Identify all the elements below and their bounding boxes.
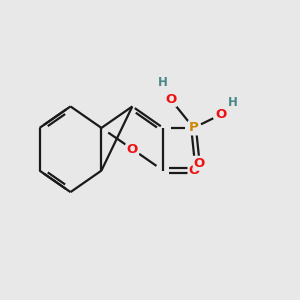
Text: O: O [165, 93, 176, 106]
Text: O: O [188, 164, 200, 177]
Text: H: H [228, 96, 238, 110]
Text: H: H [158, 76, 168, 89]
Text: O: O [127, 142, 138, 156]
Text: O: O [215, 108, 226, 121]
Text: O: O [194, 157, 205, 170]
Text: P: P [189, 122, 199, 134]
